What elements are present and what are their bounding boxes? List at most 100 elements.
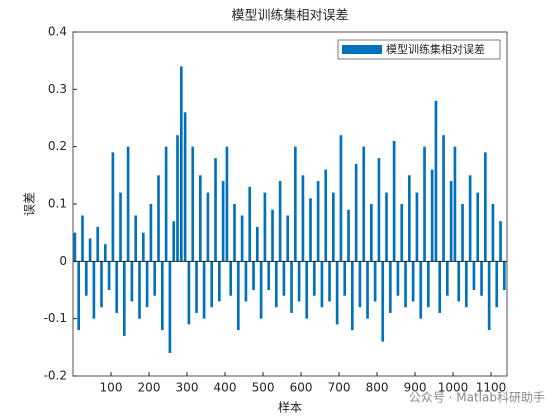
bar [290, 261, 293, 313]
bar [145, 261, 149, 308]
bar [377, 158, 381, 262]
bar [392, 140, 396, 262]
bar [160, 261, 164, 331]
bar [381, 261, 385, 342]
bar [191, 146, 195, 262]
bar [210, 261, 214, 308]
bar [449, 181, 453, 262]
bar [350, 261, 354, 331]
x-tick-label: 700 [328, 381, 351, 395]
bar [179, 66, 183, 262]
bar [415, 192, 419, 262]
bar [328, 261, 331, 302]
x-tick-label: 300 [176, 381, 199, 395]
bar [252, 261, 255, 290]
y-tick-label: 0 [59, 254, 67, 268]
bar [195, 261, 198, 313]
bar [472, 261, 476, 290]
bar [468, 175, 472, 262]
bar [164, 146, 168, 262]
bar [244, 261, 248, 302]
bar [187, 261, 191, 325]
bar [408, 175, 411, 262]
bar [225, 146, 229, 262]
bar [214, 158, 217, 262]
bar [111, 152, 115, 262]
bar [419, 261, 423, 319]
bar [126, 146, 130, 262]
bar [259, 261, 263, 319]
bar [81, 215, 84, 262]
bar [358, 261, 362, 308]
bar [100, 261, 103, 308]
bar [255, 226, 259, 262]
bar [301, 175, 305, 262]
bar [176, 135, 179, 262]
bar [168, 261, 172, 354]
bar [465, 261, 468, 308]
bar [331, 192, 335, 262]
bar [335, 261, 339, 325]
bar [427, 261, 430, 308]
bar [77, 261, 81, 331]
bar [263, 192, 267, 262]
bar [499, 221, 502, 262]
bar [503, 261, 506, 290]
bar [320, 261, 324, 308]
y-axis-label: 误差 [23, 192, 37, 216]
bar [480, 261, 483, 296]
bar [369, 204, 373, 262]
bar [347, 209, 350, 262]
bar [453, 146, 457, 262]
bar [217, 261, 221, 302]
bar [267, 261, 271, 290]
watermark: 公众号 · Matlab科研助手 [409, 391, 545, 405]
bar [388, 261, 392, 313]
bar [73, 232, 77, 262]
bar [221, 181, 225, 262]
bar [316, 181, 320, 262]
bar [487, 261, 491, 331]
bar [343, 261, 347, 296]
bar [198, 175, 202, 262]
bar [271, 209, 274, 262]
bar [119, 192, 122, 262]
bar [236, 261, 240, 331]
x-tick-label: 200 [138, 381, 161, 395]
bar [88, 238, 92, 262]
bar [107, 261, 111, 290]
bar [240, 215, 244, 262]
x-axis-label: 样本 [278, 400, 302, 415]
bar [366, 261, 369, 319]
legend-swatch [342, 45, 382, 54]
bar [411, 261, 415, 302]
bar [484, 152, 487, 262]
legend-box [337, 39, 501, 60]
x-tick-label: 600 [290, 381, 313, 395]
bar [248, 186, 252, 262]
bar [297, 261, 301, 302]
bar [396, 261, 400, 296]
chart-title: 模型训练集相对误差 [231, 8, 348, 24]
bar [305, 261, 309, 319]
bar [430, 169, 434, 262]
bar [84, 261, 88, 296]
bar [278, 181, 282, 262]
bar [457, 261, 461, 302]
bar [149, 204, 153, 262]
bar [476, 192, 480, 262]
bar [157, 175, 160, 262]
bar [309, 198, 312, 262]
bar [461, 204, 464, 262]
bar [229, 261, 233, 296]
bar [202, 261, 206, 319]
bar [373, 261, 377, 302]
bar [354, 163, 358, 262]
bar [122, 261, 126, 336]
bar [495, 261, 499, 308]
x-tick-label: 900 [404, 381, 427, 395]
bar [438, 261, 442, 313]
bar [293, 146, 297, 262]
